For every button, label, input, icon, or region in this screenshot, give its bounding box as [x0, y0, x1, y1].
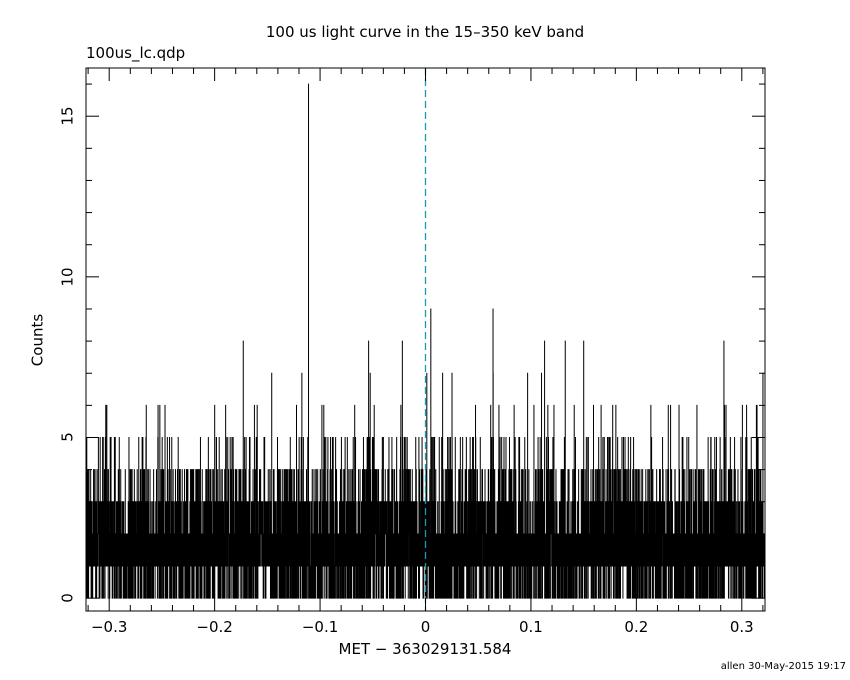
y-tick-label: 5: [58, 432, 77, 443]
axis-ticks: [86, 68, 765, 611]
file-name-label: 100us_lc.qdp: [86, 44, 186, 62]
light-curve-histogram: [85, 83, 766, 599]
x-tick-label: 0.1: [518, 618, 543, 636]
y-tick-label: 10: [58, 267, 77, 287]
x-axis-label: MET − 363029131.584: [338, 640, 512, 658]
x-tick-label: 0: [420, 618, 431, 636]
footer-stamp: allen 30-May-2015 19:17: [720, 661, 846, 672]
y-tick-label: 15: [58, 106, 77, 126]
chart-title: 100 us light curve in the 15–350 keV ban…: [265, 23, 585, 41]
x-tick-label: −0.2: [196, 618, 233, 636]
y-axis-label: Counts: [28, 313, 47, 367]
x-tick-label: 0.3: [729, 618, 754, 636]
y-tick-label: 0: [58, 593, 77, 603]
x-tick-label: −0.1: [301, 618, 339, 636]
x-tick-label: −0.3: [90, 618, 128, 636]
x-tick-label: 0.2: [624, 618, 649, 636]
light-curve-series: [85, 83, 766, 599]
